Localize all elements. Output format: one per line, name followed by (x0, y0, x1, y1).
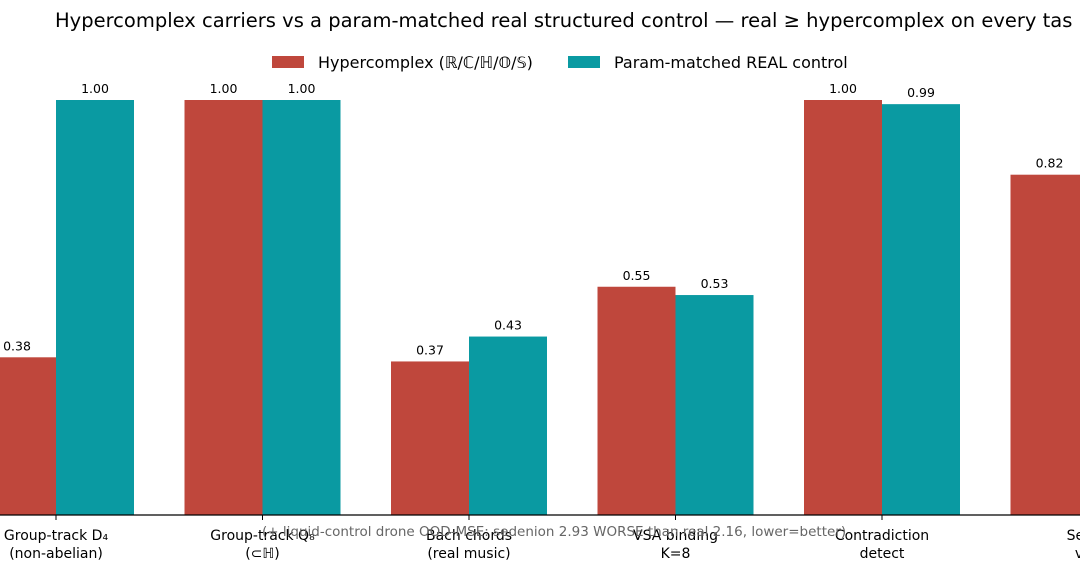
bar-value-label: 1.00 (210, 81, 238, 96)
legend: Hypercomplex (ℝ/ℂ/ℍ/𝕆/𝕊) Param-matched R… (272, 52, 878, 72)
x-tick-label: (non-abelian) (9, 546, 103, 562)
bar-value-label: 1.00 (829, 81, 857, 96)
legend-label-hypercomplex: Hypercomplex (ℝ/ℂ/ℍ/𝕆/𝕊) (318, 53, 533, 72)
bar-value-label: 0.37 (416, 342, 444, 357)
chart-footnote: (+ liquid-control drone OOD-MSE: sedenio… (262, 524, 847, 540)
bar-value-label: 0.43 (494, 318, 522, 333)
bar-value-label: 0.82 (1036, 156, 1064, 171)
bar-real-control (469, 336, 547, 515)
bar-real-control (675, 295, 754, 515)
bar-hypercomplex (597, 286, 676, 515)
bar-hypercomplex (804, 100, 882, 515)
x-tick-label: Contradiction (835, 528, 929, 544)
bar-value-label: 0.55 (623, 268, 651, 283)
bar-hypercomplex (391, 361, 469, 515)
bar-real-control (882, 104, 960, 516)
x-tick-label: Bach chords (426, 528, 512, 544)
x-tick-label: (real music) (427, 546, 510, 562)
legend-entry-hypercomplex: Hypercomplex (ℝ/ℂ/ℍ/𝕆/𝕊) (272, 52, 533, 72)
bar-value-label: 0.53 (701, 276, 729, 291)
x-tick-label: Seden (1067, 528, 1080, 544)
bar-hypercomplex (184, 100, 263, 515)
x-tick-label: Group-track D₄ (4, 528, 109, 544)
x-tick-label: K=8 (661, 546, 691, 562)
x-tick-label: Group-track Q₈ (210, 528, 315, 544)
bar-value-label: 1.00 (81, 81, 109, 96)
bar-hypercomplex (0, 357, 56, 515)
chart-title: Hypercomplex carriers vs a param-matched… (55, 9, 1073, 32)
legend-label-real-control: Param-matched REAL control (613, 53, 848, 72)
bar-value-label: 0.99 (907, 85, 935, 100)
legend-entry-real-control: Param-matched REAL control (567, 52, 848, 72)
bar-hypercomplex (1010, 174, 1080, 515)
bar-value-label: 0.38 (3, 338, 31, 353)
bar-real-control (262, 100, 341, 515)
legend-swatch-hypercomplex (272, 55, 304, 68)
x-tick-label: VSA binding (633, 528, 718, 544)
x-tick-label: detect (860, 546, 905, 562)
x-tick-label: (⊂ℍ) (245, 546, 280, 562)
legend-swatch-real-control (567, 55, 600, 68)
bar-value-label: 1.00 (288, 81, 316, 96)
x-tick-label: vs s (1075, 546, 1080, 562)
bar-real-control (56, 100, 134, 515)
